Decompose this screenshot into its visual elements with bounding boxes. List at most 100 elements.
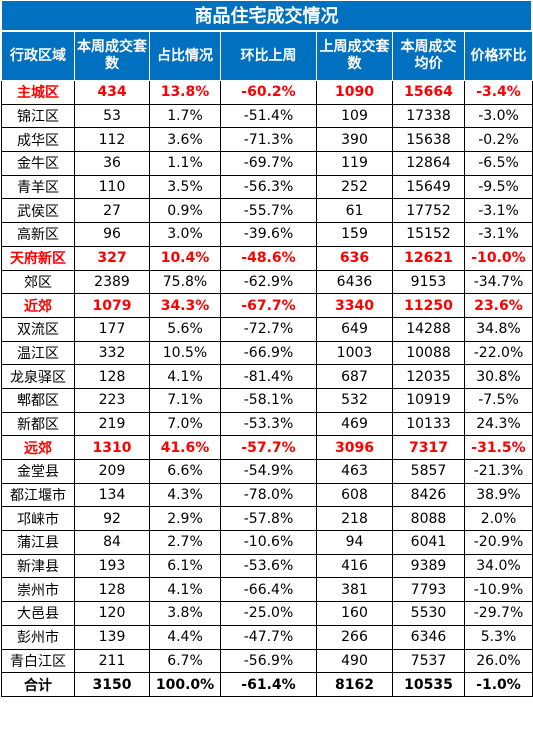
cell-district: 武侯区 bbox=[1, 198, 75, 224]
cell-last-week-units: 469 bbox=[316, 411, 393, 437]
cell-district: 主城区 bbox=[1, 80, 75, 105]
table-row: 锦江区 53 1.7% -51.4% 109 17338 -3.0% bbox=[1, 103, 533, 129]
cell-share: 3.8% bbox=[149, 601, 221, 626]
cell-district: 高新区 bbox=[1, 222, 75, 247]
cell-average-price: 12621 bbox=[392, 245, 465, 271]
cell-weekly-units: 211 bbox=[74, 648, 150, 674]
cell-share: 7.1% bbox=[149, 387, 221, 413]
cell-district: 郊区 bbox=[1, 269, 75, 295]
cell-last-week-units: 532 bbox=[316, 387, 393, 413]
cell-share: 13.8% bbox=[149, 80, 221, 105]
cell-week-over-week: -66.4% bbox=[220, 577, 317, 603]
cell-price-change: -3.1% bbox=[464, 198, 533, 224]
cell-week-over-week: -72.7% bbox=[220, 316, 317, 342]
cell-last-week-units: 1003 bbox=[316, 340, 393, 366]
cell-price-change: -10.0% bbox=[464, 245, 533, 271]
cell-price-change: -31.5% bbox=[464, 435, 533, 460]
cell-share: 2.7% bbox=[149, 530, 221, 555]
cell-average-price: 10919 bbox=[392, 387, 465, 413]
cell-average-price: 15152 bbox=[392, 222, 465, 247]
cell-last-week-units: 416 bbox=[316, 553, 393, 579]
cell-price-change: -10.9% bbox=[464, 577, 533, 603]
cell-district: 远郊 bbox=[1, 435, 75, 460]
cell-district: 青羊区 bbox=[1, 174, 75, 200]
cell-district: 双流区 bbox=[1, 316, 75, 342]
cell-last-week-units: 490 bbox=[316, 648, 393, 674]
cell-price-change: 2.0% bbox=[464, 506, 533, 532]
cell-week-over-week: -10.6% bbox=[220, 530, 317, 555]
cell-share: 4.4% bbox=[149, 624, 221, 650]
cell-share: 6.1% bbox=[149, 553, 221, 579]
cell-average-price: 6346 bbox=[392, 624, 465, 650]
cell-last-week-units: 252 bbox=[316, 174, 393, 200]
cell-price-change: -20.9% bbox=[464, 530, 533, 555]
cell-district: 锦江区 bbox=[1, 103, 75, 129]
cell-last-week-units: 8162 bbox=[316, 672, 393, 697]
table-title: 商品住宅成交情况 bbox=[1, 0, 532, 31]
cell-average-price: 9389 bbox=[392, 553, 465, 579]
cell-average-price: 9153 bbox=[392, 269, 465, 295]
cell-weekly-units: 434 bbox=[74, 80, 150, 105]
cell-weekly-units: 112 bbox=[74, 127, 150, 153]
cell-price-change: 34.0% bbox=[464, 553, 533, 579]
cell-last-week-units: 381 bbox=[316, 577, 393, 603]
cell-average-price: 5530 bbox=[392, 601, 465, 626]
cell-price-change: -3.1% bbox=[464, 222, 533, 247]
cell-price-change: 30.8% bbox=[464, 364, 533, 389]
cell-average-price: 17752 bbox=[392, 198, 465, 224]
cell-share: 5.6% bbox=[149, 316, 221, 342]
cell-weekly-units: 1310 bbox=[74, 435, 150, 460]
cell-district: 郫都区 bbox=[1, 387, 75, 413]
cell-week-over-week: -81.4% bbox=[220, 364, 317, 389]
cell-weekly-units: 128 bbox=[74, 577, 150, 603]
cell-district: 新津县 bbox=[1, 553, 75, 579]
cell-average-price: 8426 bbox=[392, 482, 465, 508]
cell-weekly-units: 223 bbox=[74, 387, 150, 413]
cell-average-price: 12035 bbox=[392, 364, 465, 389]
cell-share: 6.7% bbox=[149, 648, 221, 674]
cell-average-price: 14288 bbox=[392, 316, 465, 342]
cell-price-change: -1.0% bbox=[464, 672, 533, 697]
cell-week-over-week: -67.7% bbox=[220, 293, 317, 318]
cell-average-price: 7793 bbox=[392, 577, 465, 603]
cell-share: 10.5% bbox=[149, 340, 221, 366]
cell-weekly-units: 134 bbox=[74, 482, 150, 508]
cell-average-price: 10535 bbox=[392, 672, 465, 697]
cell-share: 4.1% bbox=[149, 364, 221, 389]
cell-week-over-week: -48.6% bbox=[220, 245, 317, 271]
cell-week-over-week: -58.1% bbox=[220, 387, 317, 413]
header-last-week-units: 上周成交套数 bbox=[316, 31, 393, 81]
cell-week-over-week: -47.7% bbox=[220, 624, 317, 650]
cell-price-change: 5.3% bbox=[464, 624, 533, 650]
cell-share: 4.1% bbox=[149, 577, 221, 603]
cell-average-price: 17338 bbox=[392, 103, 465, 129]
cell-weekly-units: 327 bbox=[74, 245, 150, 271]
cell-price-change: -0.2% bbox=[464, 127, 533, 153]
cell-last-week-units: 94 bbox=[316, 530, 393, 555]
cell-last-week-units: 608 bbox=[316, 482, 393, 508]
cell-weekly-units: 332 bbox=[74, 340, 150, 366]
cell-weekly-units: 2389 bbox=[74, 269, 150, 295]
cell-last-week-units: 61 bbox=[316, 198, 393, 224]
cell-weekly-units: 120 bbox=[74, 601, 150, 626]
cell-week-over-week: -66.9% bbox=[220, 340, 317, 366]
table-row: 大邑县 120 3.8% -25.0% 160 5530 -29.7% bbox=[1, 601, 533, 626]
cell-district: 金堂县 bbox=[1, 459, 75, 484]
cell-week-over-week: -62.9% bbox=[220, 269, 317, 295]
cell-price-change: -3.0% bbox=[464, 103, 533, 129]
cell-district: 成华区 bbox=[1, 127, 75, 153]
cell-week-over-week: -51.4% bbox=[220, 103, 317, 129]
housing-transactions-table: 行政区域 本周成交套数 占比情况 环比上周 上周成交套数 本周成交均价 价格环比… bbox=[1, 31, 533, 697]
cell-weekly-units: 219 bbox=[74, 411, 150, 437]
cell-weekly-units: 128 bbox=[74, 364, 150, 389]
cell-week-over-week: -78.0% bbox=[220, 482, 317, 508]
cell-last-week-units: 266 bbox=[316, 624, 393, 650]
cell-share: 75.8% bbox=[149, 269, 221, 295]
cell-average-price: 7317 bbox=[392, 435, 465, 460]
cell-district: 蒲江县 bbox=[1, 530, 75, 555]
cell-share: 34.3% bbox=[149, 293, 221, 318]
table-row: 彭州市 139 4.4% -47.7% 266 6346 5.3% bbox=[1, 624, 533, 650]
cell-district: 新都区 bbox=[1, 411, 75, 437]
cell-average-price: 10088 bbox=[392, 340, 465, 366]
cell-price-change: 24.3% bbox=[464, 411, 533, 437]
